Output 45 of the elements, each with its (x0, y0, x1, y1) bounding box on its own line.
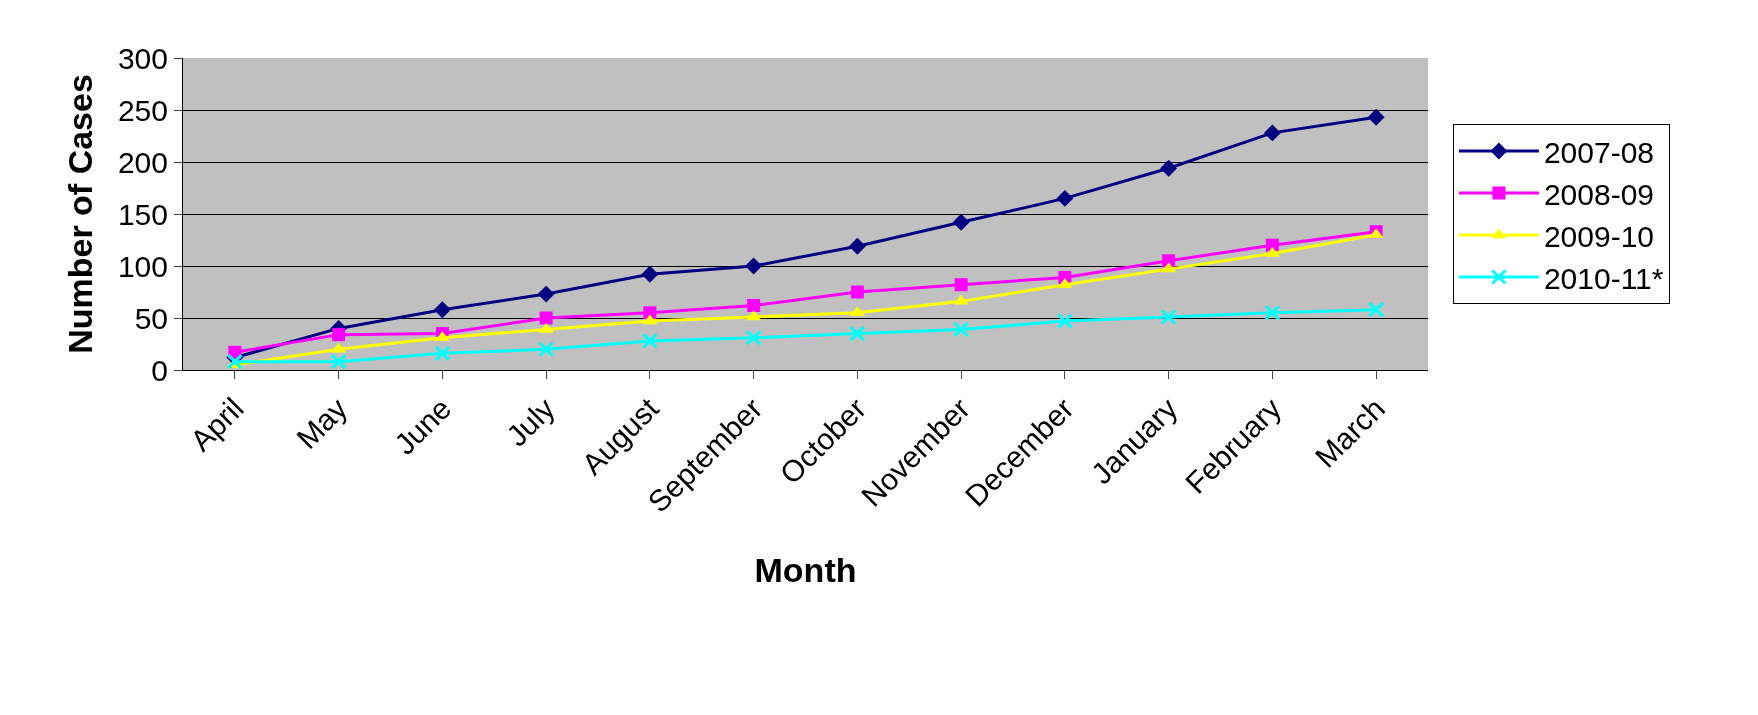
point (850, 285, 864, 299)
point (848, 237, 866, 255)
point (539, 311, 553, 325)
x-tick-label: May (290, 391, 354, 455)
point (433, 301, 451, 319)
legend-label: 2008-09 (1543, 177, 1655, 211)
y-tick-label: 50 (134, 301, 168, 335)
point (1367, 108, 1385, 126)
point (537, 285, 555, 303)
point (1056, 189, 1074, 207)
legend-label: 2009-10 (1543, 219, 1655, 253)
point (1264, 304, 1281, 321)
point (1056, 313, 1073, 330)
point (952, 213, 970, 231)
point (330, 353, 347, 370)
point (332, 328, 346, 342)
point (1160, 159, 1178, 177)
y-tick-label: 0 (151, 353, 168, 387)
y-tick-label: 150 (117, 197, 168, 231)
y-tick-label: 100 (117, 249, 168, 283)
y-tick-label: 250 (117, 93, 168, 127)
point (643, 306, 657, 320)
point (747, 299, 761, 313)
point (1368, 301, 1385, 318)
point (954, 278, 968, 292)
x-tick-label: July (499, 391, 561, 453)
point (434, 345, 451, 362)
point (745, 257, 763, 275)
y-axis-title: Number of Cases (60, 74, 99, 354)
legend-label: 2007-08 (1543, 135, 1655, 169)
y-tick-label: 200 (117, 145, 168, 179)
y-tick-label: 300 (117, 41, 168, 75)
point (641, 332, 658, 349)
point (226, 353, 243, 370)
legend-label: 2010-11* (1543, 261, 1664, 295)
point (849, 325, 866, 342)
point (1263, 124, 1281, 142)
point (1160, 308, 1177, 325)
point (538, 341, 555, 358)
x-axis-title: Month (754, 550, 857, 589)
point (953, 321, 970, 338)
point (1162, 254, 1176, 268)
point (641, 265, 659, 283)
point (745, 329, 762, 346)
x-tick-label: June (387, 391, 458, 461)
